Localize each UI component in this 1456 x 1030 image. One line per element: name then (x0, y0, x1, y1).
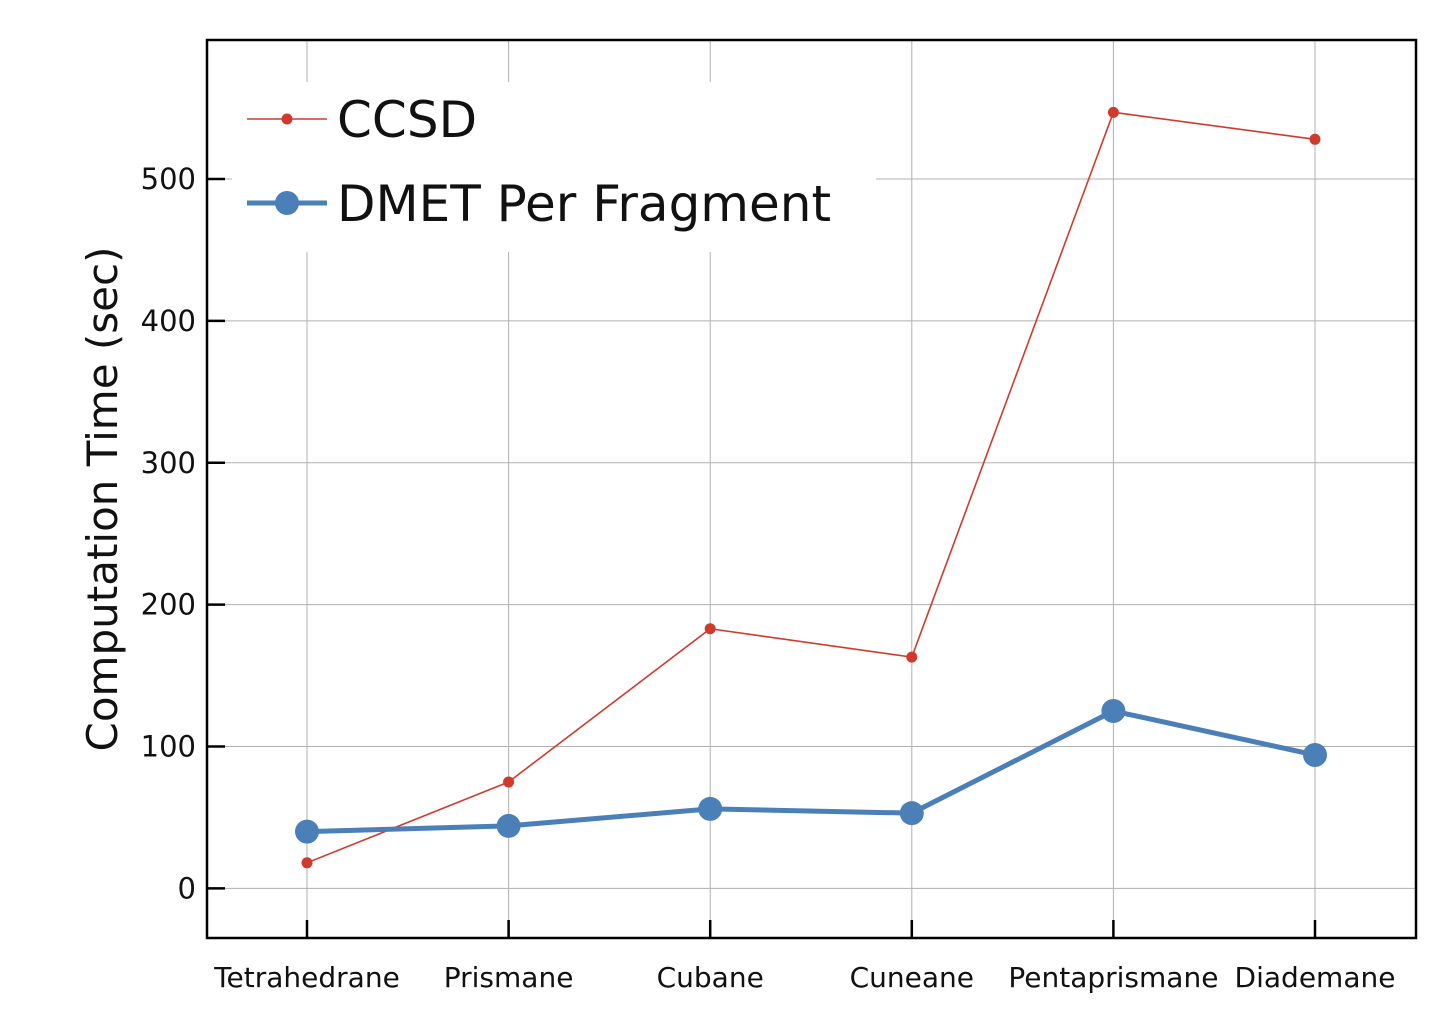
x-tick-label: Cuneane (850, 961, 974, 994)
x-tick-label: Prismane (444, 961, 574, 994)
data-point-1 (496, 813, 521, 838)
legend-items: CCSD DMET Per Fragment (247, 91, 831, 233)
y-tick-label: 500 (141, 162, 196, 196)
data-point-0 (704, 623, 716, 635)
data-point-1 (698, 796, 723, 821)
series-line-1 (306, 708, 1316, 835)
y-tick-label: 100 (141, 729, 196, 763)
y-tick-label: 300 (141, 446, 196, 480)
data-point-1 (1101, 699, 1126, 724)
legend-swatch-marker (275, 191, 299, 215)
legend: CCSD DMET Per Fragment (232, 82, 876, 252)
legend-swatch-marker (281, 113, 293, 125)
legend-background (232, 82, 876, 252)
data-point-1 (1303, 742, 1327, 767)
data-point-1 (295, 819, 319, 844)
y-tick-label: 200 (141, 588, 196, 622)
plot-frame (205, 38, 1418, 940)
legend-label: CCSD (337, 91, 477, 149)
data-point-0 (301, 857, 313, 869)
legend-label: DMET Per Fragment (337, 175, 831, 233)
x-tick-label: Pentaprismane (1008, 961, 1218, 994)
data-point-0 (1309, 133, 1321, 145)
x-tick-label: Tetrahedrane (213, 961, 400, 994)
y-axis-label: Computation Time (sec) (78, 247, 127, 752)
x-tick-label: Cubane (657, 961, 764, 994)
y-tick-label: 400 (141, 304, 196, 338)
x-tick-label: Diademane (1235, 961, 1396, 994)
y-tick-label: 0 (178, 871, 196, 905)
data-point-0 (906, 651, 918, 663)
data-point-1 (899, 801, 924, 826)
series-line-0 (306, 111, 1316, 864)
data-point-0 (503, 776, 515, 788)
series-layer (295, 106, 1327, 869)
ticks: Tetrahedrane Prismane Cubane Cuneane Pentapr… (141, 162, 1396, 994)
data-point-0 (1107, 106, 1119, 118)
